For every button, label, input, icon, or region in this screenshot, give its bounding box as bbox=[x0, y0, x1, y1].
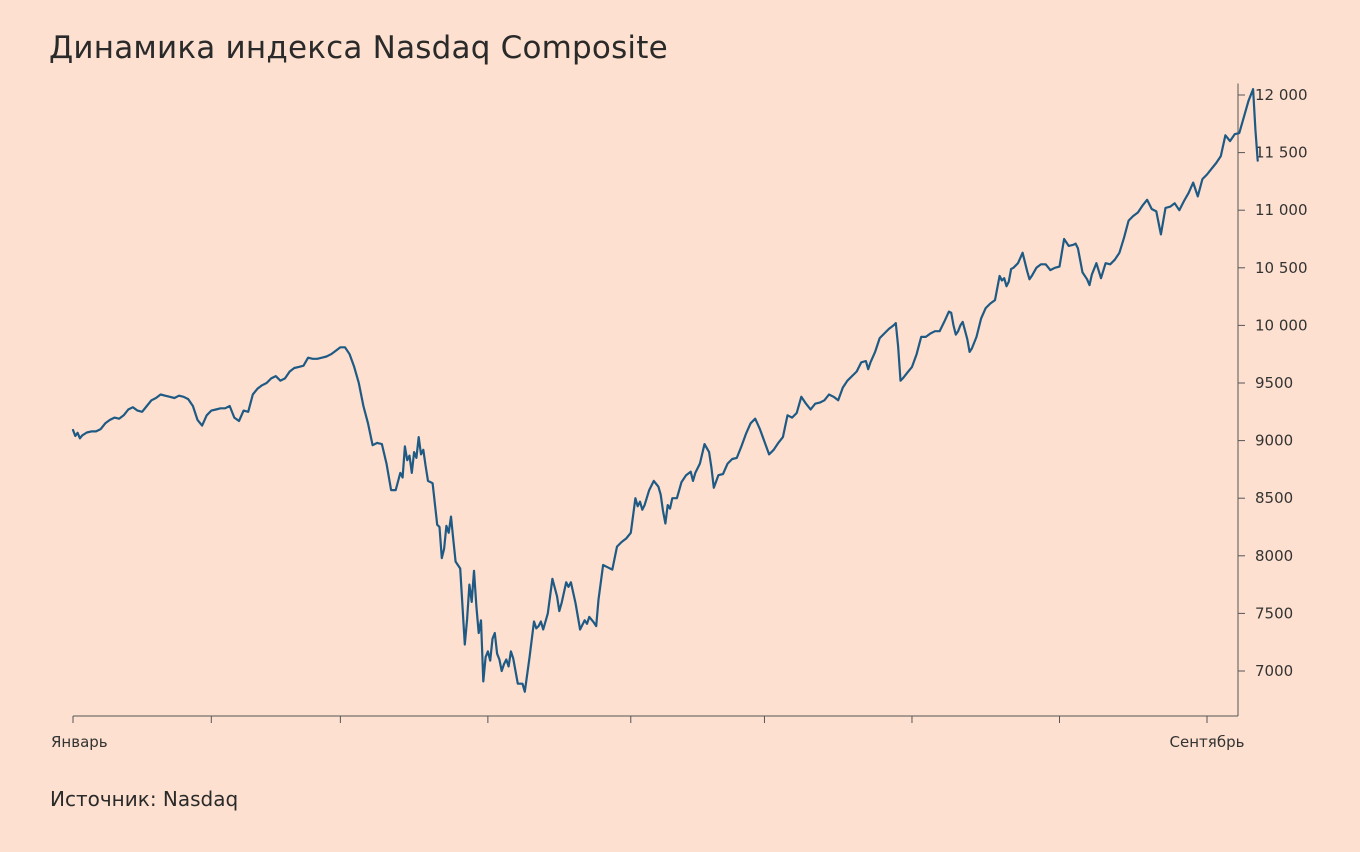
y-tick-label: 8500 bbox=[1255, 489, 1293, 507]
y-tick-label: 12 000 bbox=[1255, 86, 1308, 104]
y-tick-label: 8000 bbox=[1255, 547, 1293, 565]
y-tick-label: 9500 bbox=[1255, 374, 1293, 392]
y-tick-label: 10 000 bbox=[1255, 316, 1308, 334]
series-group bbox=[71, 88, 1259, 693]
y-tick-label: 11 000 bbox=[1255, 201, 1308, 219]
y-tick-label: 11 500 bbox=[1255, 144, 1308, 162]
y-axis: 7000 7500 8000 8500 9000 9500 10 000 10 500 11 0… bbox=[1237, 83, 1308, 716]
x-label-end: Сентябрь bbox=[1170, 733, 1245, 751]
y-tick-label: 7000 bbox=[1255, 662, 1293, 680]
series-line bbox=[71, 88, 1259, 693]
y-tick-label: 9000 bbox=[1255, 432, 1293, 450]
source-note: Источник: Nasdaq bbox=[50, 787, 239, 811]
chart-title: Динамика индекса Nasdaq Composite bbox=[49, 30, 668, 66]
y-tick-label: 7500 bbox=[1255, 604, 1293, 622]
y-tick-label: 10 500 bbox=[1255, 259, 1308, 277]
x-label-start: Январь bbox=[51, 733, 108, 751]
x-axis: Январь Сентябрь bbox=[51, 715, 1245, 751]
